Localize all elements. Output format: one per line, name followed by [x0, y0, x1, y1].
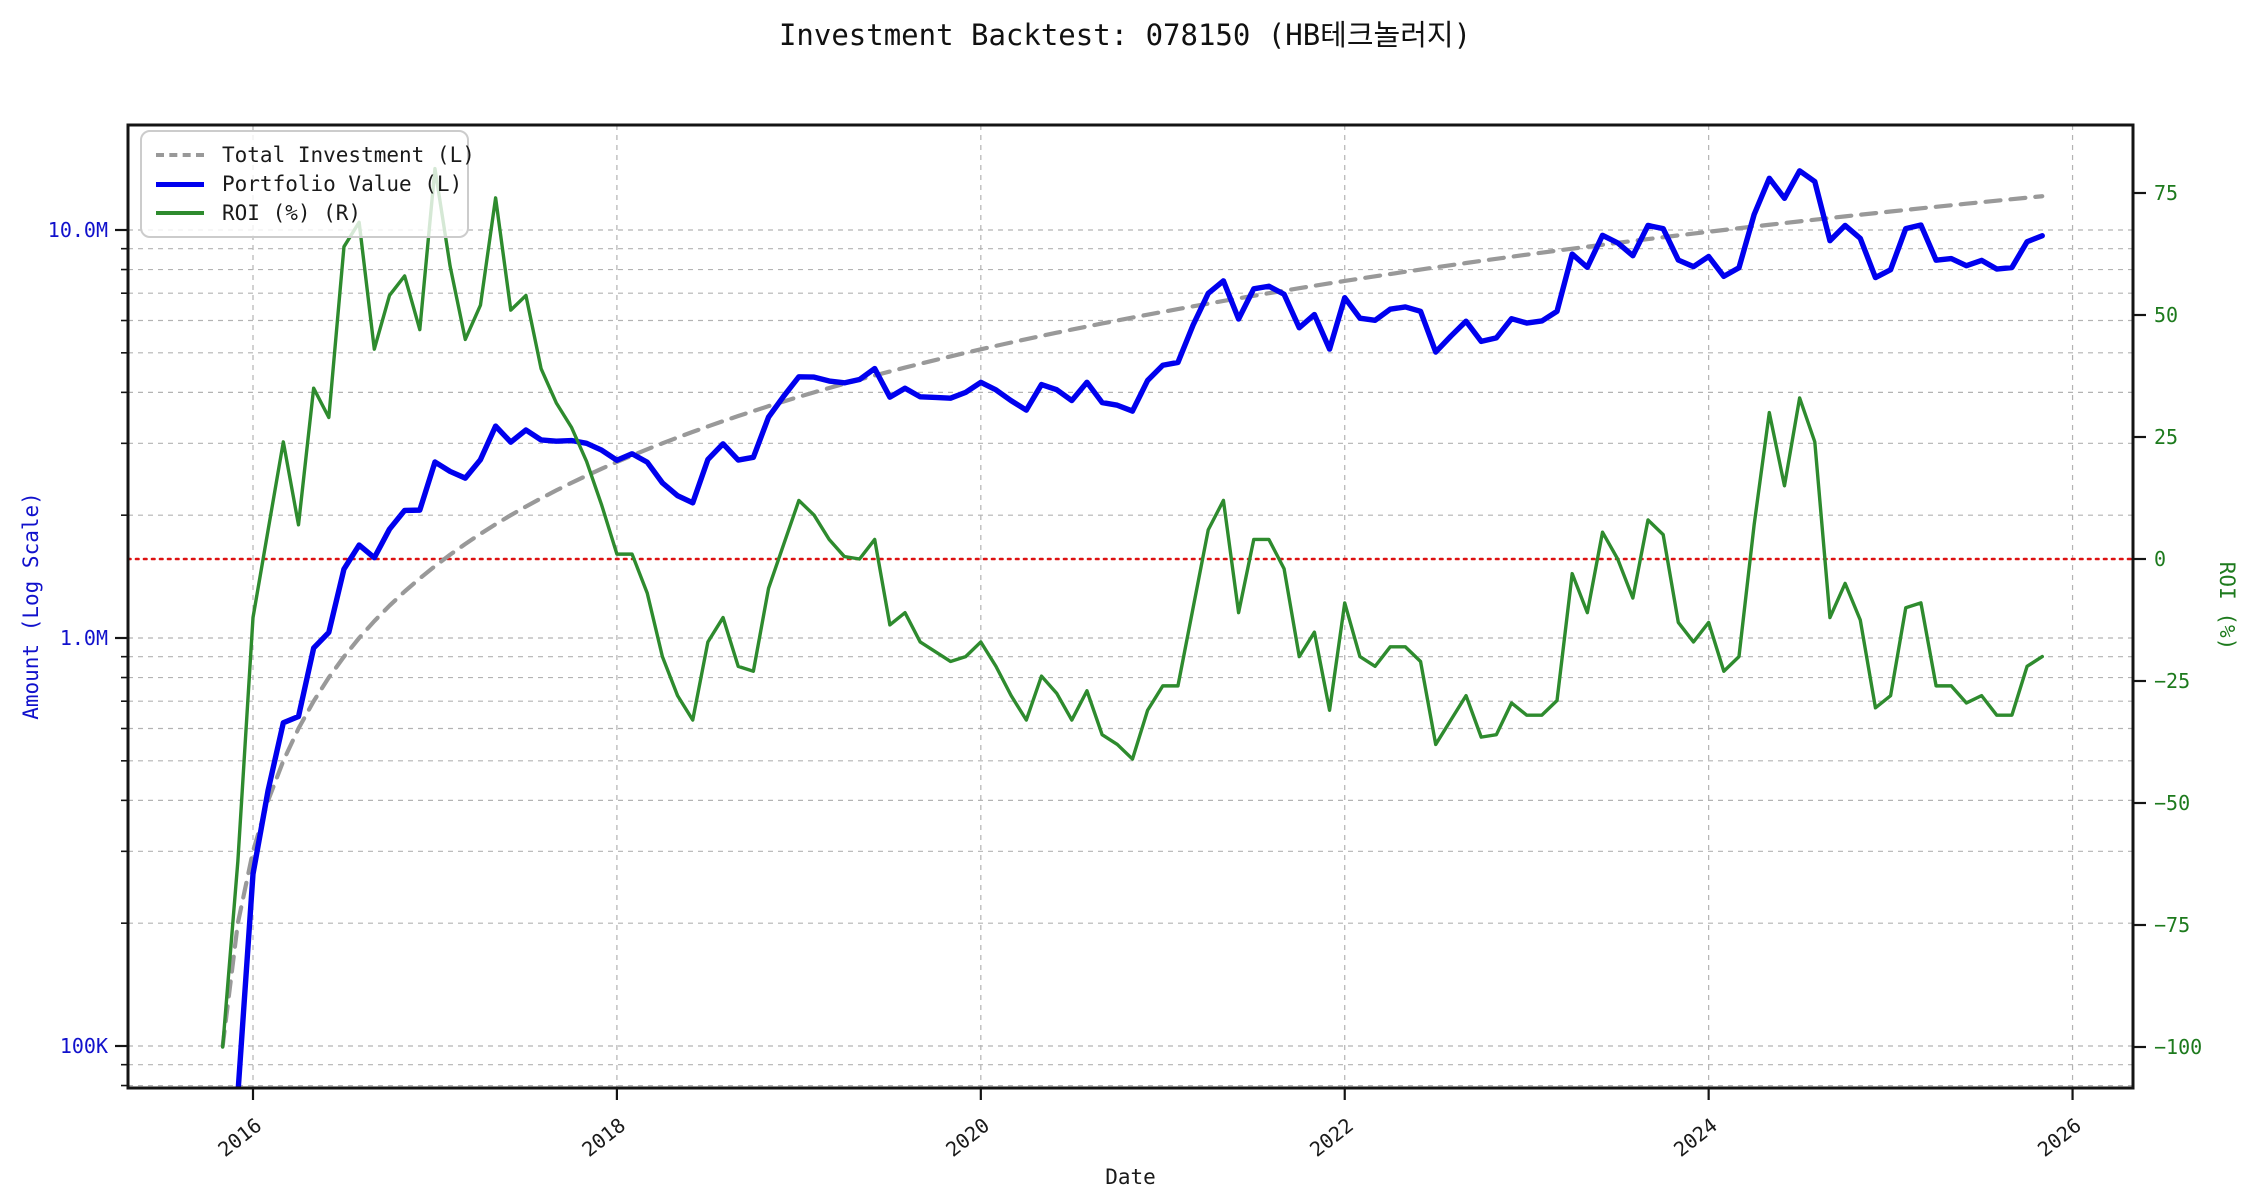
y-left-axis-label: Amount (Log Scale): [19, 492, 43, 720]
portfolio-value-line: [235, 168, 2045, 1088]
x-tick-label: 2018: [577, 1113, 630, 1162]
y-right-tick-label: −75: [2154, 913, 2190, 937]
y-right-tick-label: 25: [2154, 425, 2178, 449]
x-tick-label: 2024: [1669, 1113, 1722, 1162]
x-axis-label: Date: [1105, 1165, 1156, 1189]
legend: Total Investment (L) Portfolio Value (L)…: [140, 130, 475, 238]
legend-label: ROI (%) (R): [222, 200, 362, 225]
tick-labels: 2016 2018 2020 2022 2024 2026 100K 1.0M 10.0M 75 5…: [48, 181, 2202, 1162]
total-investment-line: [220, 194, 2045, 1049]
y-left-tick-label: 10.0M: [48, 218, 108, 242]
legend-item-total-investment: Total Investment (L): [156, 141, 475, 170]
y-right-tick-label: 0: [2154, 547, 2166, 571]
legend-label: Total Investment (L): [222, 143, 475, 168]
y-left-tick-label: 100K: [60, 1034, 108, 1058]
series-group: [220, 166, 2045, 1088]
total-investment-line-sample: [156, 153, 204, 158]
legend-label: Portfolio Value (L): [222, 172, 463, 196]
x-tick-label: 2022: [1305, 1113, 1358, 1162]
roi-line-sample: [156, 210, 204, 215]
y-left-tick-label: 1.0M: [60, 626, 108, 650]
plot-border: [126, 123, 2135, 1090]
x-tick-label: 2016: [213, 1113, 266, 1162]
portfolio-value-line-sample: [156, 181, 204, 187]
y-right-axis-label: ROI (%): [2215, 562, 2239, 651]
legend-item-roi: ROI (%) (R): [156, 198, 453, 227]
chart-title: Investment Backtest: 078150 (HB테크놀러지): [778, 18, 1472, 52]
axis-titles: Amount (Log Scale) ROI (%) Date: [19, 492, 2239, 1189]
y-right-tick-label: −50: [2154, 791, 2190, 815]
legend-item-portfolio-value: Portfolio Value (L): [156, 170, 462, 199]
ticks: [115, 191, 2146, 1100]
x-tick-label: 2026: [2033, 1113, 2086, 1162]
x-tick-label: 2020: [941, 1113, 994, 1162]
y-right-tick-label: −100: [2154, 1035, 2202, 1059]
y-right-tick-label: 50: [2154, 303, 2178, 327]
roi-line: [220, 166, 2044, 1049]
y-right-tick-label: 75: [2154, 181, 2178, 205]
y-right-tick-label: −25: [2154, 669, 2190, 693]
grid: [128, 125, 2133, 1088]
